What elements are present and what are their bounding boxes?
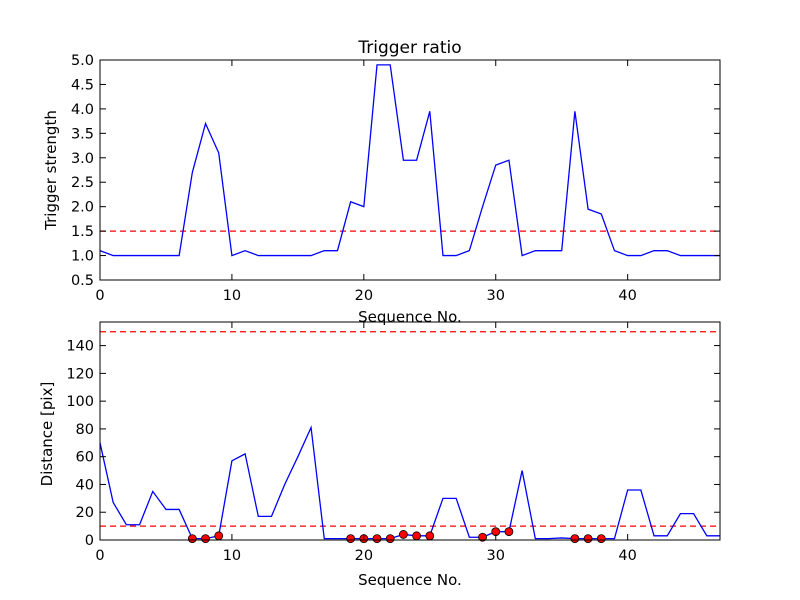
y-tick-label: 4.5 [71,77,94,93]
y-tick-label: 20 [76,505,94,521]
y-tick-label: 60 [76,450,94,466]
data-point-marker [412,531,421,541]
x-tick-label: 20 [355,548,373,564]
series-line [99,64,720,257]
y-tick-label: 4.0 [71,102,94,118]
data-point-marker [425,531,435,541]
y-tick-label: 120 [66,366,94,382]
y-tick-label: 80 [76,422,94,438]
y-tick-label: 100 [66,394,94,410]
axes-frame [99,321,721,541]
plot-area-bottom: 0 10 20 30 40 0 20 40 60 80 100 120 140 [66,321,721,564]
x-tick-label: 40 [618,288,636,304]
y-tick-label: 2.0 [71,200,94,216]
data-point-marker [596,534,606,544]
x-tick-label: 30 [487,548,505,564]
y-tick-label: 140 [66,339,94,355]
series-line [99,425,720,540]
y-tick-label: 1.5 [71,224,94,240]
y-tick-label: 0 [85,533,94,549]
y-tick-label: 3.5 [71,126,94,142]
data-point-marker [385,534,395,544]
data-point-marker [478,532,487,542]
x-tick-label: 0 [95,548,104,564]
y-tick-label: 3.0 [71,151,94,167]
x-tick-label: 30 [487,288,505,304]
y-tick-label: 1.0 [71,249,94,265]
panel-trigger-ratio: Trigger ratio Sequence No. Trigger stren… [42,38,721,326]
x-tick-label: 0 [95,288,104,304]
panel-distance: Sequence No. Distance [pix] 0 10 20 30 40 0 20… [38,321,721,589]
data-point-marker [201,534,210,544]
x-tick-label: 20 [355,288,373,304]
y-axis-label: Trigger strength [42,110,60,231]
data-point-marker [214,531,224,541]
y-tick-label: 0.5 [71,273,94,289]
data-point-marker [399,530,408,539]
x-axis-label: Sequence No. [358,571,462,589]
data-point-marker [570,534,580,544]
data-point-marker [372,534,382,544]
data-point-marker [583,534,593,544]
data-point-marker [504,527,514,537]
y-axis-label: Distance [pix] [38,382,56,487]
x-tick-label: 10 [223,548,241,564]
y-tick-label: 5.0 [71,53,94,69]
data-point-marker [346,534,356,544]
plot-area-top: 0 10 20 30 40 0.5 1.0 1.5 2.0 2.5 3.0 3.5 4.0 4.5 5.0 [71,53,721,304]
x-tick-label: 40 [618,548,636,564]
chart-title: Trigger ratio [357,38,461,58]
y-tick-label: 40 [76,477,94,493]
y-tick-label: 2.5 [71,175,94,191]
data-point-marker [187,534,197,544]
x-axis-label: Sequence No. [358,308,462,326]
x-tick-label: 10 [223,288,241,304]
axes-frame [99,59,721,281]
